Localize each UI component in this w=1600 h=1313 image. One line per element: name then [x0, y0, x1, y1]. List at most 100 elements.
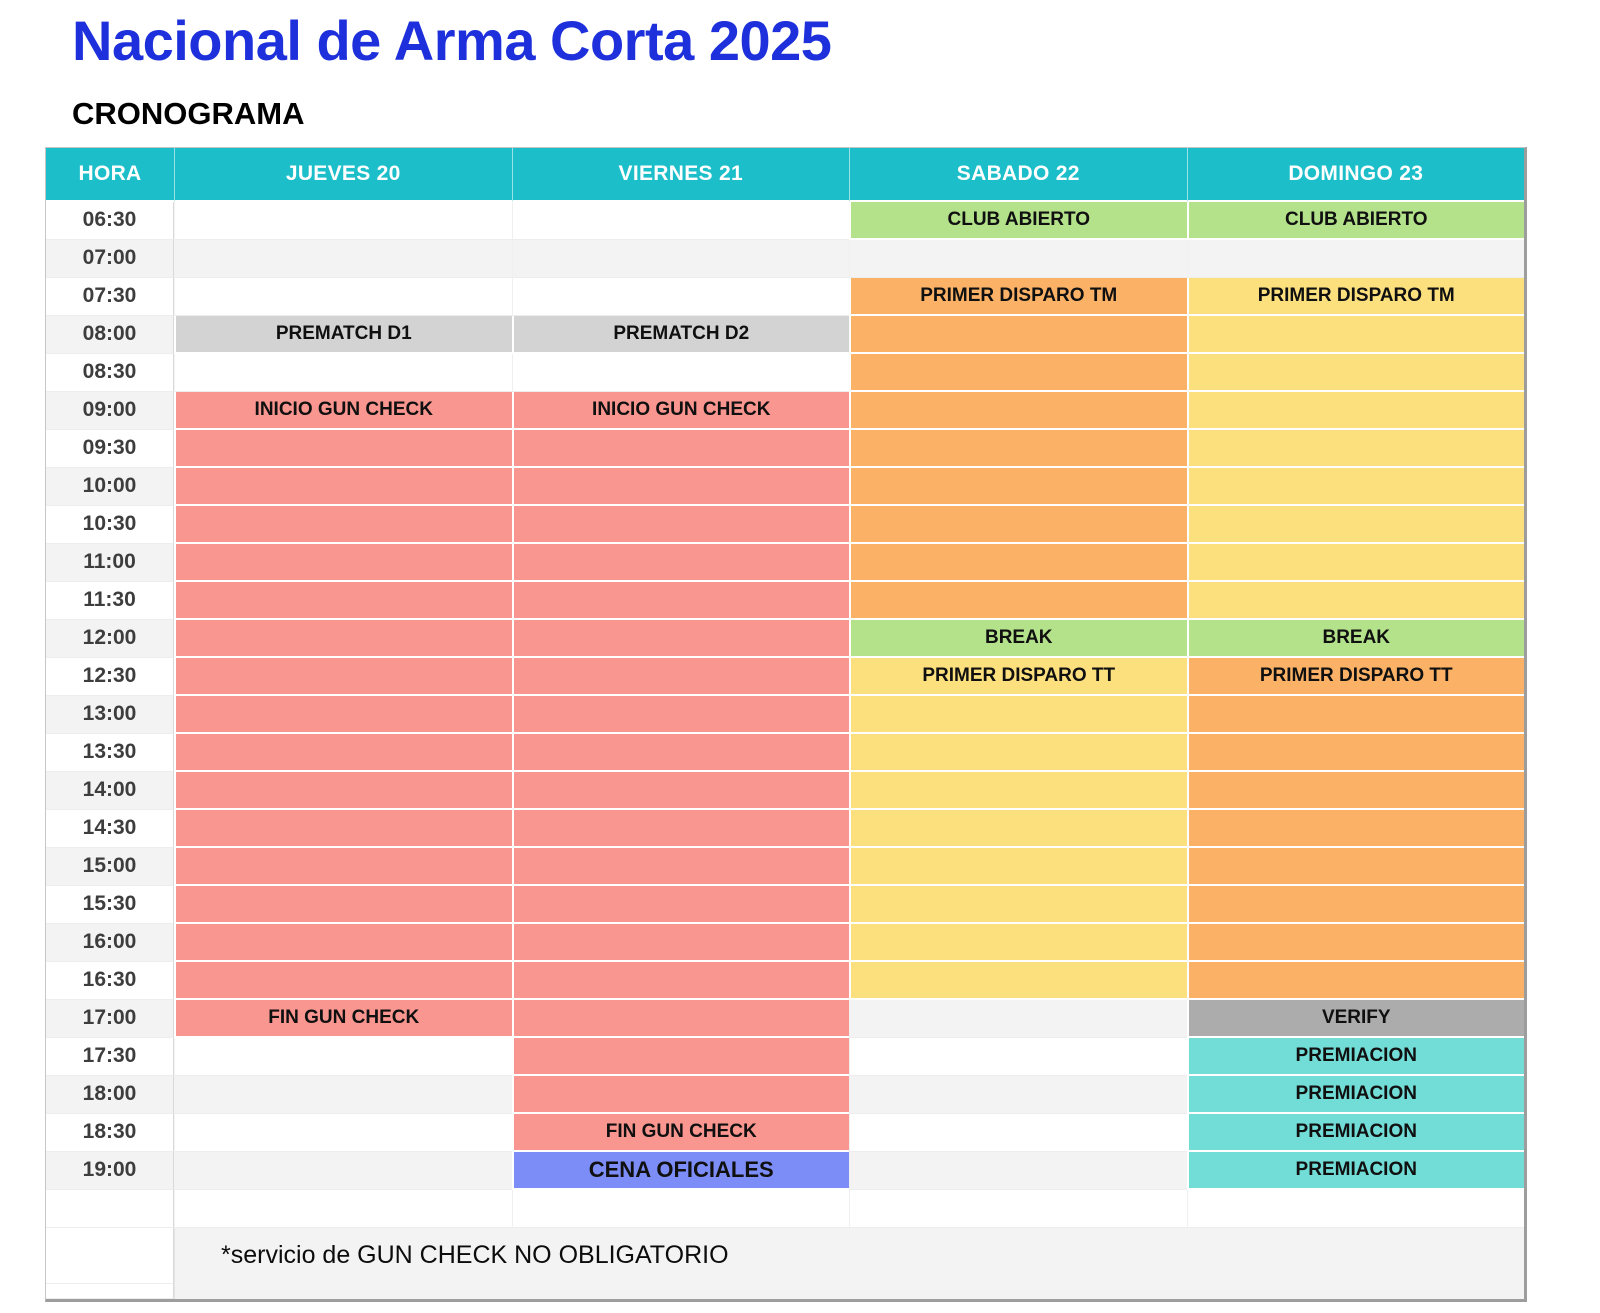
cell-1530-viernes-21 [511, 885, 849, 924]
cell-1800-viernes-21 [511, 1075, 849, 1114]
cell-0800-domingo-23 [1186, 315, 1524, 354]
cell-1030-sabado-22 [849, 505, 1187, 544]
cell-1700-domingo-23: VERIFY [1186, 999, 1524, 1038]
cell-1000-sabado-22 [849, 467, 1187, 506]
cell-1630-domingo-23 [1186, 961, 1524, 1000]
row-1600: 16:00 [46, 923, 1524, 962]
footer-thin-time-cell [46, 1283, 174, 1299]
cell-1430-jueves-20 [174, 809, 512, 848]
cell-1330-sabado-22 [849, 733, 1187, 772]
cell-0930-domingo-23 [1186, 429, 1524, 468]
row-1530: 15:30 [46, 885, 1524, 924]
cell-0800-sabado-22 [849, 315, 1187, 354]
time-cell-0630: 06:30 [46, 201, 174, 240]
cell-1600-domingo-23 [1186, 923, 1524, 962]
cell-1800-domingo-23: PREMIACION [1186, 1075, 1524, 1114]
cell-1000-domingo-23 [1186, 467, 1524, 506]
footer-note-time-cell [46, 1227, 174, 1284]
header-cell-domingo-23: DOMINGO 23 [1186, 147, 1524, 202]
cell-0830-sabado-22 [849, 353, 1187, 392]
schedule-table: HORA JUEVES 20 VIERNES 21 SABADO 22 DOMINGO … [45, 146, 1527, 1302]
time-cell-1130: 11:30 [46, 581, 174, 620]
cell-1600-sabado-22 [849, 923, 1187, 962]
row-1630: 16:30 [46, 961, 1524, 1000]
row-1900: 19:00 CENA OFICIALES PREMIACION [46, 1151, 1524, 1190]
cell-1630-jueves-20 [174, 961, 512, 1000]
time-cell-0900: 09:00 [46, 391, 174, 430]
time-cell-1600: 16:00 [46, 923, 174, 962]
cell-0900-jueves-20: INICIO GUN CHECK [174, 391, 512, 430]
time-cell-1330: 13:30 [46, 733, 174, 772]
cell-1600-jueves-20 [174, 923, 512, 962]
cell-1100-domingo-23 [1186, 543, 1524, 582]
page-subtitle: CRONOGRAMA [72, 95, 305, 131]
header-cell-sabado-22: SABADO 22 [849, 147, 1187, 202]
cell-1900-sabado-22 [849, 1151, 1187, 1190]
cell-1700-viernes-21 [511, 999, 849, 1038]
row-1830: 18:30 FIN GUN CHECK PREMIACION [46, 1113, 1524, 1152]
footer-note-row: *servicio de GUN CHECK NO OBLIGATORIO [46, 1227, 1524, 1284]
row-1200: 12:00 BREAK BREAK [46, 619, 1524, 658]
cell-1500-domingo-23 [1186, 847, 1524, 886]
cell-1230-viernes-21 [511, 657, 849, 696]
row-0930: 09:30 [46, 429, 1524, 468]
cell-0730-domingo-23: PRIMER DISPARO TM [1186, 277, 1524, 316]
cell-1130-jueves-20 [174, 581, 512, 620]
cell-1730-sabado-22 [849, 1037, 1187, 1076]
row-1030: 10:30 [46, 505, 1524, 544]
row-1000: 10:00 [46, 467, 1524, 506]
cell-1900-jueves-20 [174, 1151, 512, 1190]
cell-1330-jueves-20 [174, 733, 512, 772]
cell-0900-domingo-23 [1186, 391, 1524, 430]
cell-1330-viernes-21 [511, 733, 849, 772]
cell-1230-jueves-20 [174, 657, 512, 696]
cell-1730-jueves-20 [174, 1037, 512, 1076]
row-1130: 11:30 [46, 581, 1524, 620]
cell-0700-domingo-23 [1186, 239, 1524, 278]
cell-1230-domingo-23: PRIMER DISPARO TT [1186, 657, 1524, 696]
page-title: Nacional de Arma Corta 2025 [72, 9, 832, 72]
row-0900: 09:00 INICIO GUN CHECK INICIO GUN CHECK [46, 391, 1524, 430]
time-cell-1900: 19:00 [46, 1151, 174, 1190]
cell-1230-sabado-22: PRIMER DISPARO TT [849, 657, 1187, 696]
footer-thin-band [174, 1283, 1524, 1299]
row-1230: 12:30 PRIMER DISPARO TT PRIMER DISPARO TT [46, 657, 1524, 696]
footer-empty-cell [174, 1189, 512, 1228]
cell-1830-sabado-22 [849, 1113, 1187, 1152]
cell-0730-sabado-22: PRIMER DISPARO TM [849, 277, 1187, 316]
page-header: Nacional de Arma Corta 2025 CRONOGRAMA [0, 0, 1600, 132]
row-1400: 14:00 [46, 771, 1524, 810]
cell-0800-viernes-21: PREMATCH D2 [511, 315, 849, 354]
cell-1830-jueves-20 [174, 1113, 512, 1152]
header-cell-jueves-20: JUEVES 20 [174, 147, 512, 202]
cell-1200-sabado-22: BREAK [849, 619, 1187, 658]
cell-0930-viernes-21 [511, 429, 849, 468]
row-0700: 07:00 [46, 239, 1524, 278]
time-cell-1430: 14:30 [46, 809, 174, 848]
cell-1300-domingo-23 [1186, 695, 1524, 734]
cell-1130-sabado-22 [849, 581, 1187, 620]
row-1800: 18:00 PREMIACION [46, 1075, 1524, 1114]
row-1100: 11:00 [46, 543, 1524, 582]
cell-1400-sabado-22 [849, 771, 1187, 810]
cell-1100-jueves-20 [174, 543, 512, 582]
footer-empty-time-cell [46, 1189, 174, 1228]
cell-1400-viernes-21 [511, 771, 849, 810]
cell-1100-viernes-21 [511, 543, 849, 582]
row-1430: 14:30 [46, 809, 1524, 848]
cell-0630-sabado-22: CLUB ABIERTO [849, 201, 1187, 240]
cell-1300-jueves-20 [174, 695, 512, 734]
cell-1600-viernes-21 [511, 923, 849, 962]
cell-1000-viernes-21 [511, 467, 849, 506]
time-cell-1530: 15:30 [46, 885, 174, 924]
cell-0900-viernes-21: INICIO GUN CHECK [511, 391, 849, 430]
cell-1730-domingo-23: PREMIACION [1186, 1037, 1524, 1076]
time-cell-1200: 12:00 [46, 619, 174, 658]
time-cell-1230: 12:30 [46, 657, 174, 696]
cell-1900-domingo-23: PREMIACION [1186, 1151, 1524, 1190]
cell-1430-domingo-23 [1186, 809, 1524, 848]
cell-0830-viernes-21 [511, 353, 849, 392]
cell-1500-jueves-20 [174, 847, 512, 886]
footer-empty-cell [849, 1189, 1187, 1228]
time-cell-0700: 07:00 [46, 239, 174, 278]
